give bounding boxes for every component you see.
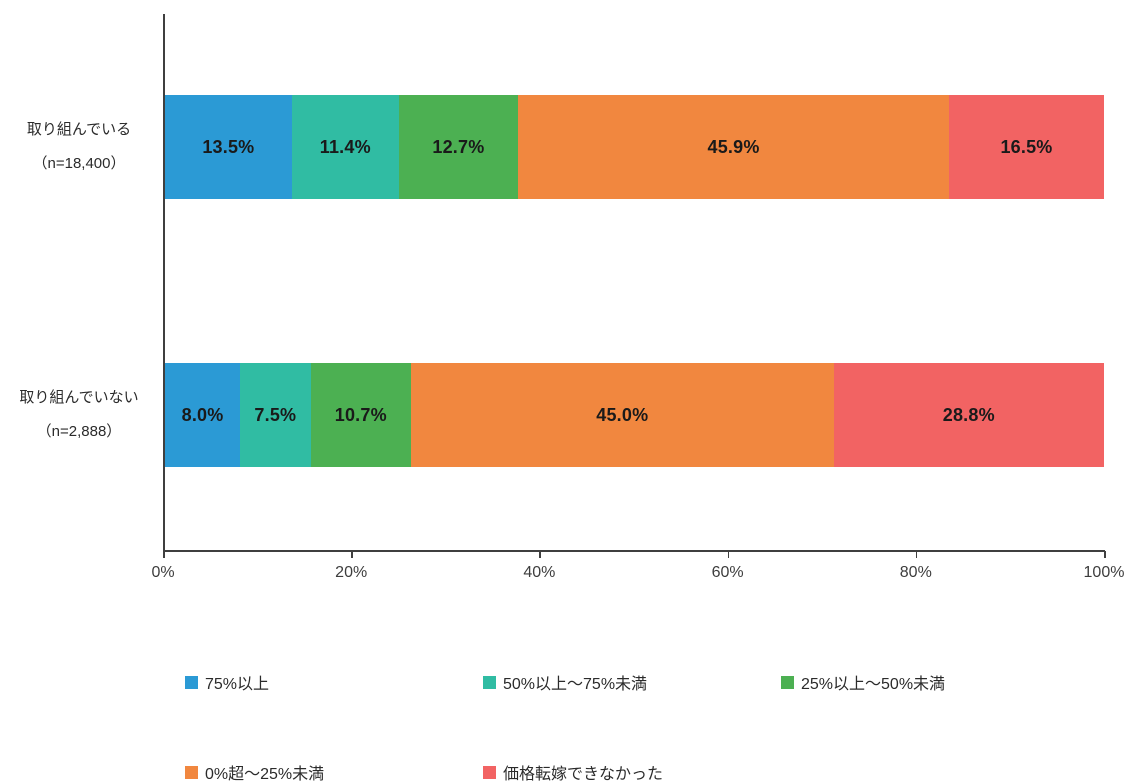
bar-segment[interactable]: 45.9% (518, 95, 950, 199)
legend-color-swatch (483, 675, 496, 689)
x-axis-tick-label: 100% (1083, 564, 1125, 581)
bar-segment[interactable]: 11.4% (291, 95, 399, 199)
x-axis-line (163, 550, 1105, 552)
x-axis-tick-mark (727, 551, 730, 558)
category-sample-size: （n=2,888） (36, 423, 122, 440)
legend-color-swatch (185, 675, 198, 689)
bar-segment[interactable]: 12.7% (398, 95, 519, 199)
x-axis-tick-label: 40% (523, 564, 556, 581)
stacked-bar-row: 8.0% 7.5% 10.7% 45.0% 28.8% (165, 363, 1104, 467)
x-axis-tick-mark (539, 551, 541, 558)
y-axis-line (163, 14, 165, 551)
x-axis-tick-mark (163, 551, 165, 558)
legend-label: 25%以上～50%未満 (801, 676, 946, 693)
x-axis-tick-mark (351, 551, 353, 558)
segment-value-label: 8.0% (181, 404, 224, 425)
bar-segment[interactable]: 13.5% (165, 95, 292, 199)
x-axis-tick-label: 0% (151, 564, 175, 581)
bar-segment[interactable]: 7.5% (240, 363, 311, 467)
legend-color-swatch (483, 765, 496, 779)
segment-value-label: 28.8% (942, 404, 995, 425)
category-name: 取り組んでいない (19, 389, 139, 406)
x-axis-tick-mark (1104, 551, 1106, 558)
stacked-bar-row: 13.5% 11.4% 12.7% 45.9% 16.5% (165, 95, 1104, 199)
segment-value-label: 12.7% (432, 136, 485, 157)
category-sample-size: （n=18,400） (32, 155, 126, 172)
legend-color-swatch (781, 675, 794, 689)
x-axis-tick-mark (915, 551, 918, 558)
category-label: 取り組んでいない （n=2,888） (0, 381, 158, 449)
segment-value-label: 10.7% (334, 404, 387, 425)
x-axis-tick-label: 20% (335, 564, 368, 581)
segment-value-label: 16.5% (1000, 136, 1053, 157)
legend-label: 価格転嫁できなかった (503, 766, 664, 783)
bar-segment[interactable]: 45.0% (411, 363, 834, 467)
category-label: 取り組んでいる （n=18,400） (0, 113, 158, 181)
x-axis-tick-label: 80% (899, 564, 932, 581)
legend-label: 75%以上 (205, 676, 270, 693)
segment-value-label: 11.4% (319, 136, 371, 157)
bar-segment[interactable]: 28.8% (833, 363, 1104, 467)
legend-item[interactable]: 25%以上～50%未満 (781, 671, 945, 693)
legend-color-swatch (185, 765, 198, 779)
segment-value-label: 45.9% (707, 136, 760, 157)
segment-value-label: 13.5% (202, 136, 255, 157)
bar-segment[interactable]: 8.0% (165, 363, 241, 467)
category-name: 取り組んでいる (26, 121, 132, 138)
segment-value-label: 45.0% (596, 404, 649, 425)
x-axis-tick-label: 60% (711, 564, 744, 581)
legend-item[interactable]: 0%超～25%未満 (185, 761, 324, 783)
segment-value-label: 7.5% (254, 404, 297, 425)
legend-item[interactable]: 50%以上～75%未満 (483, 671, 647, 693)
legend-item[interactable]: 価格転嫁できなかった (483, 761, 663, 783)
bar-segment[interactable]: 16.5% (949, 95, 1104, 199)
legend-item[interactable]: 75%以上 (185, 671, 269, 693)
bar-segment[interactable]: 10.7% (310, 363, 411, 467)
legend-label: 50%以上～75%未満 (503, 676, 648, 693)
legend-label: 0%超～25%未満 (205, 766, 325, 783)
